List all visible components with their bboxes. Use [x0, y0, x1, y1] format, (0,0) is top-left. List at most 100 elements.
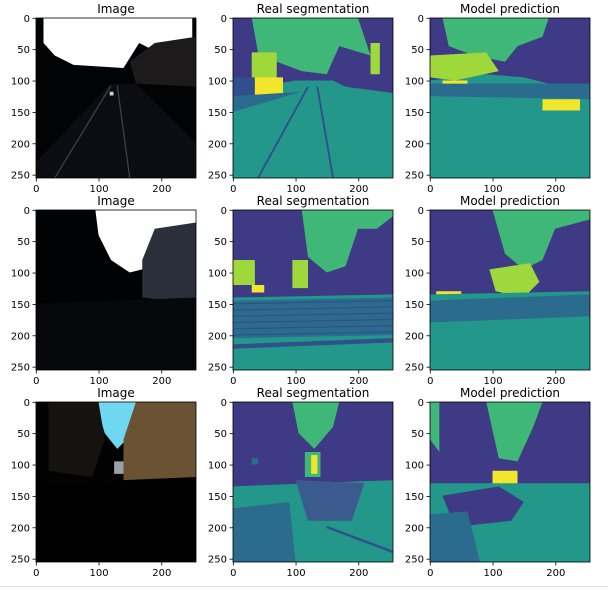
y-tick-label: 150 [11, 108, 30, 119]
pred-sky [492, 210, 590, 270]
y-tick-label: 250 [11, 555, 30, 566]
mask-image [233, 210, 393, 370]
road-surface [36, 83, 196, 178]
output-divider [0, 586, 608, 587]
lane-line [54, 85, 112, 178]
mask-image [233, 18, 393, 178]
y-tick-label: 250 [208, 555, 227, 566]
photo-image [36, 402, 196, 562]
pred-vegetation [489, 263, 540, 298]
prediction-image [430, 402, 590, 562]
x-tick-label: 100 [286, 568, 305, 579]
x-tick-label: 0 [230, 184, 236, 195]
mask-pole [251, 458, 258, 465]
panel-2-1: Image 0 100 200 0 50 100 150 200 250 [11, 194, 197, 387]
sky-bright [43, 18, 193, 68]
y-tick-label: 100 [11, 77, 30, 88]
axes-frame [232, 209, 394, 371]
y-tick-label: 250 [405, 555, 424, 566]
y-tick-label: 0 [418, 14, 424, 25]
axes-frame [232, 17, 394, 179]
building-right [142, 222, 196, 304]
y-tick-label: 100 [208, 269, 227, 280]
x-tick-label: 0 [230, 568, 236, 579]
y-tick-label: 100 [208, 77, 227, 88]
y-tick-label: 250 [208, 171, 227, 182]
panel-3-2: Real segmentation 0 100 200 0 50 100 150 200 250 [208, 386, 394, 579]
y-tick-label: 0 [24, 206, 30, 217]
axes-frame [232, 401, 394, 563]
y-tick-label: 250 [11, 363, 30, 374]
x-tick-label: 100 [483, 184, 502, 195]
y-tick-label: 50 [214, 237, 227, 248]
y-tick-label: 0 [24, 398, 30, 409]
y-tick-label: 250 [208, 363, 227, 374]
y-tick-label: 50 [17, 429, 30, 440]
y-tick-label: 0 [418, 206, 424, 217]
y-tick-label: 50 [214, 429, 227, 440]
panel-title: Model prediction [460, 386, 560, 400]
y-tick-label: 0 [418, 398, 424, 409]
mask-vegetation [233, 260, 255, 285]
y-tick-label: 200 [208, 331, 227, 342]
photo-image [36, 210, 196, 370]
y-tick-label: 200 [405, 139, 424, 150]
mask-cobble-row [233, 300, 393, 305]
y-tick-label: 100 [208, 461, 227, 472]
x-tick-label: 100 [89, 184, 108, 195]
road-surface [36, 297, 196, 370]
axes-frame [429, 401, 591, 563]
building-left [48, 402, 105, 477]
y-tick-label: 50 [214, 45, 227, 56]
mask-image [233, 402, 393, 562]
lane-line [116, 85, 131, 178]
x-tick-label: 0 [33, 376, 39, 387]
y-tick-label: 150 [405, 108, 424, 119]
mask-vegetation [251, 52, 277, 81]
y-tick-label: 50 [411, 45, 424, 56]
panel-title: Image [97, 194, 135, 208]
pred-sky [486, 402, 543, 462]
x-tick-label: 200 [349, 376, 368, 387]
axes-frame [35, 17, 197, 179]
y-tick-label: 250 [405, 363, 424, 374]
y-tick-label: 0 [221, 14, 227, 25]
y-tick-label: 50 [411, 429, 424, 440]
y-tick-label: 150 [405, 492, 424, 503]
x-tick-label: 200 [546, 376, 565, 387]
mask-lane [257, 86, 309, 178]
y-tick-label: 250 [405, 171, 424, 182]
panel-title: Real segmentation [257, 2, 370, 16]
x-tick-label: 100 [89, 568, 108, 579]
prediction-image [430, 18, 590, 178]
y-tick-label: 150 [208, 108, 227, 119]
y-tick-label: 150 [208, 300, 227, 311]
x-tick-label: 0 [230, 376, 236, 387]
x-tick-label: 100 [483, 568, 502, 579]
x-tick-label: 200 [152, 568, 171, 579]
prediction-image [430, 210, 590, 370]
x-tick-label: 0 [427, 184, 433, 195]
mask-sign [254, 77, 283, 97]
road-sign-small [109, 91, 114, 96]
mask-cobble-row [233, 318, 393, 324]
mask-sign [311, 455, 318, 474]
pred-sky [442, 18, 549, 62]
y-tick-label: 100 [11, 461, 30, 472]
panel-1-3: Model prediction 0 100 200 0 50 100 150 200 250 [405, 2, 591, 195]
y-tick-label: 100 [405, 77, 424, 88]
y-tick-label: 100 [405, 269, 424, 280]
x-tick-label: 100 [89, 376, 108, 387]
x-tick-label: 200 [546, 184, 565, 195]
panel-title: Real segmentation [257, 194, 370, 208]
building-right [129, 36, 196, 87]
mask-sign [251, 285, 265, 293]
x-tick-label: 100 [483, 376, 502, 387]
y-tick-label: 200 [405, 331, 424, 342]
x-tick-label: 200 [349, 568, 368, 579]
axes-frame [35, 401, 197, 563]
x-tick-label: 0 [33, 568, 39, 579]
pred-sign [492, 470, 518, 487]
x-tick-label: 200 [152, 184, 171, 195]
x-tick-label: 200 [152, 376, 171, 387]
